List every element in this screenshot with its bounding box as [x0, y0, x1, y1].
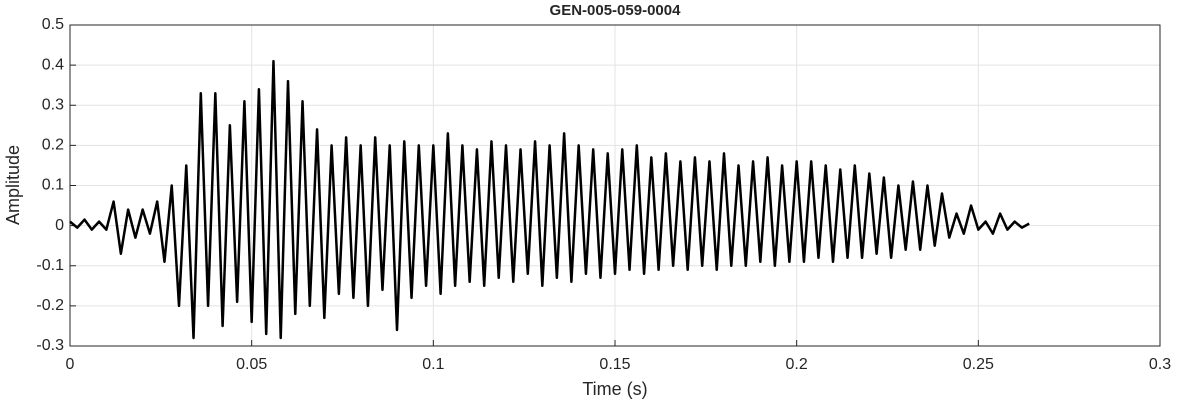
x-tick-label: 0	[66, 356, 75, 373]
x-tick-label: 0.1	[422, 356, 444, 373]
y-tick-label: -0.3	[36, 337, 64, 354]
x-tick-label: 0.25	[963, 356, 994, 373]
x-tick-label: 0.3	[1149, 356, 1171, 373]
waveform-line	[69, 59, 1030, 340]
x-tick-label: 0.05	[236, 356, 267, 373]
y-tick-label: -0.2	[36, 297, 64, 314]
y-tick-label: 0.4	[42, 56, 64, 73]
y-axis-label: Amplitude	[3, 145, 23, 225]
x-axis-label: Time (s)	[582, 379, 647, 399]
y-tick-label: 0.5	[42, 16, 64, 33]
plot-frame	[69, 24, 1161, 347]
y-tick-label: 0.2	[42, 137, 64, 154]
x-tick-label: 0.15	[599, 356, 630, 373]
y-tick-label: 0.1	[42, 177, 64, 194]
y-tick-label: -0.1	[36, 257, 64, 274]
x-tick-label: 0.2	[786, 356, 808, 373]
y-tick-label: 0	[55, 217, 64, 234]
chart-title: GEN-005-059-0004	[550, 2, 682, 19]
y-tick-label: 0.3	[42, 96, 64, 113]
